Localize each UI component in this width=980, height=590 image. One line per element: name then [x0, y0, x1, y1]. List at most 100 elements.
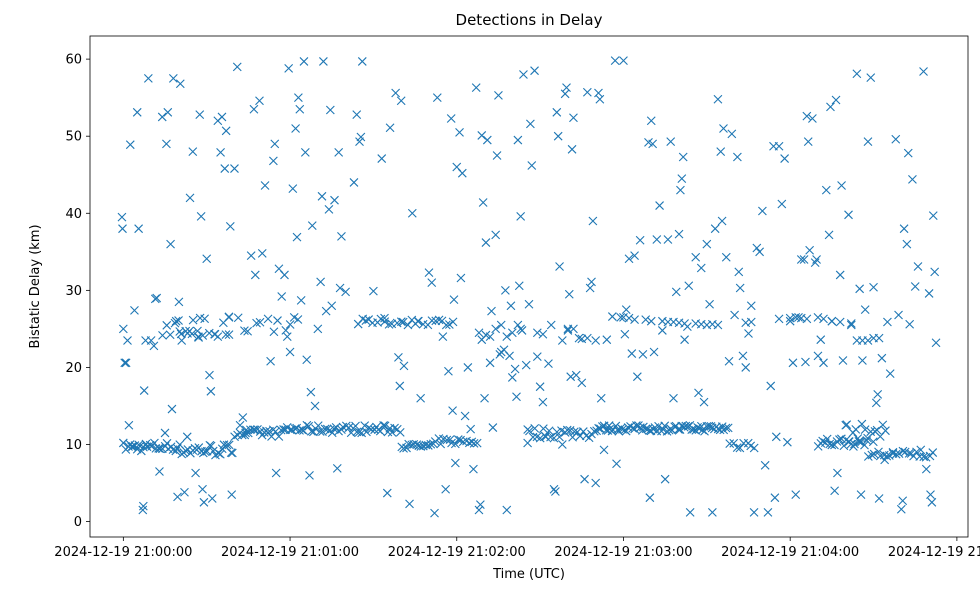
detection-point: [569, 324, 578, 334]
detection-point: [134, 224, 144, 234]
detection-point: [524, 299, 534, 309]
detection-point: [396, 96, 406, 106]
detection-point: [577, 378, 587, 388]
detection-point: [224, 440, 234, 450]
detection-point: [356, 132, 366, 142]
detection-point: [165, 330, 175, 340]
detection-point: [621, 305, 631, 315]
detection-point: [930, 267, 940, 277]
detection-point: [407, 208, 417, 218]
detection-point: [170, 318, 180, 328]
detection-point: [562, 83, 571, 93]
detection-point: [423, 441, 433, 450]
detection-point: [649, 347, 659, 357]
detection-point: [868, 437, 878, 447]
y-tick-label: 40: [65, 207, 82, 222]
detection-point: [589, 426, 599, 436]
detection-point: [399, 361, 409, 371]
detection-point: [194, 333, 203, 342]
detection-point: [628, 423, 638, 433]
detection-point: [632, 372, 642, 382]
detection-point: [457, 168, 467, 178]
detection-point: [349, 178, 359, 187]
detection-point: [444, 366, 453, 376]
detection-point: [860, 305, 870, 315]
detection-point: [300, 147, 310, 157]
detection-point: [896, 504, 906, 514]
detection-point: [315, 427, 325, 436]
detection-point: [749, 507, 759, 517]
detection-point: [538, 424, 548, 434]
detection-point: [313, 421, 323, 431]
detection-point: [564, 289, 574, 299]
detection-point: [602, 335, 612, 345]
detection-point: [337, 232, 346, 241]
detection-point: [160, 428, 170, 438]
detection-point: [273, 316, 282, 325]
detection-point: [655, 201, 664, 210]
detection-point: [238, 413, 248, 422]
detection-point: [205, 370, 214, 380]
detection-point: [858, 356, 867, 365]
detection-point: [506, 301, 516, 311]
detection-point: [191, 468, 200, 478]
detection-point: [227, 490, 237, 499]
detection-point: [891, 134, 901, 144]
detection-point: [732, 443, 742, 453]
detection-point: [293, 315, 303, 324]
detection-point: [380, 313, 389, 323]
detection-point: [280, 270, 289, 280]
detection-point: [710, 224, 720, 234]
detection-point: [926, 490, 935, 499]
detection-point: [492, 151, 502, 160]
detection-point: [260, 181, 270, 190]
detection-point: [774, 141, 784, 151]
detection-point: [557, 336, 567, 345]
detection-point: [912, 447, 921, 457]
y-axis-label: Bistatic Delay (km): [28, 224, 43, 348]
detection-point: [263, 314, 273, 324]
detection-point: [813, 351, 823, 361]
detection-point: [553, 131, 563, 141]
detection-point: [277, 292, 287, 301]
detection-point: [713, 94, 723, 104]
detection-point: [739, 438, 749, 448]
detection-point: [783, 437, 792, 447]
detection-point: [225, 221, 235, 231]
detection-point: [296, 295, 306, 305]
detection-point: [898, 496, 908, 506]
detection-point: [808, 114, 817, 123]
detection-point: [282, 332, 292, 341]
detection-point: [530, 66, 539, 76]
detection-point: [361, 316, 371, 325]
detection-point: [362, 427, 371, 437]
detection-point: [894, 310, 903, 320]
detection-point: [842, 420, 852, 429]
detection-point: [232, 62, 242, 72]
detection-point: [460, 411, 470, 421]
detection-point: [357, 57, 367, 66]
detection-point: [385, 123, 395, 133]
detection-point: [919, 67, 928, 76]
detection-point: [125, 140, 135, 150]
detection-point: [516, 324, 526, 334]
detection-point: [684, 281, 694, 291]
detection-point: [325, 105, 335, 115]
detection-point: [284, 63, 294, 73]
detection-point: [398, 317, 408, 327]
y-tick-label: 10: [65, 438, 82, 453]
detection-point: [334, 147, 344, 157]
detection-point: [607, 312, 617, 321]
detection-point: [442, 435, 452, 445]
detection-point: [881, 426, 890, 436]
detection-point: [216, 147, 225, 157]
detection-point: [409, 440, 419, 449]
detection-point: [827, 316, 837, 326]
detection-point: [379, 421, 389, 430]
detection-point: [158, 330, 167, 340]
detection-point: [152, 293, 162, 303]
detection-point: [660, 474, 670, 484]
detection-point: [624, 313, 634, 323]
detection-point: [208, 446, 218, 456]
detection-point: [268, 156, 278, 166]
